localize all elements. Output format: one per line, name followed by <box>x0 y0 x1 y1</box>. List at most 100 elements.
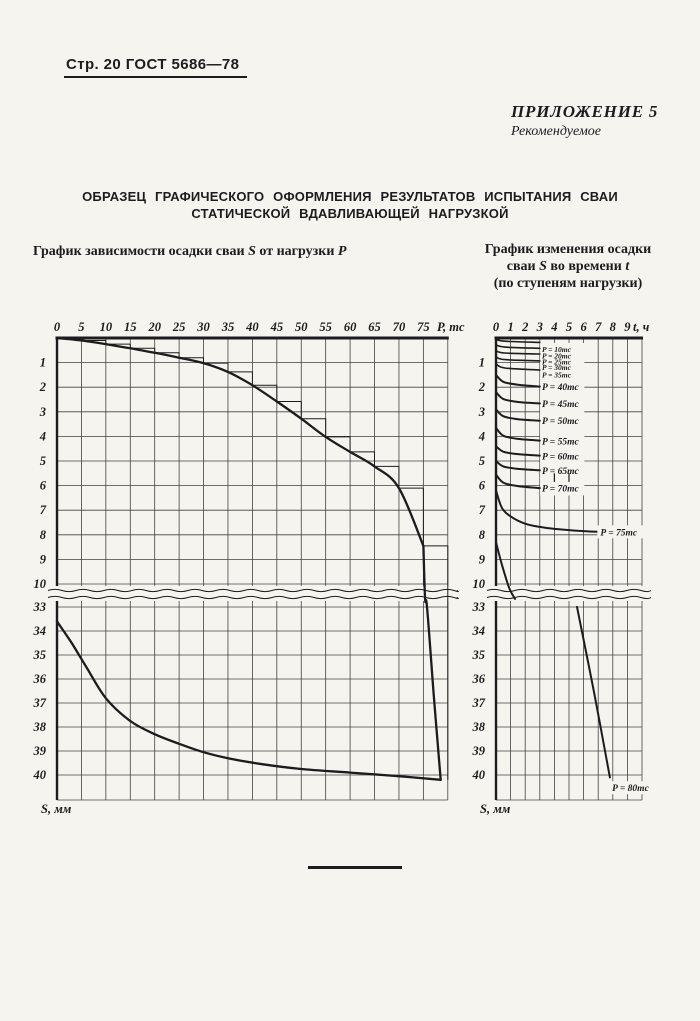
y-tick-label: 8 <box>479 528 486 542</box>
caption-var-s: S <box>539 259 547 274</box>
tick-labels: 0 5 10 15 20 25 30 35 40 45 50 55 60 65 70 75 P, тс12345… <box>33 320 465 816</box>
series-load-step <box>495 408 541 422</box>
x-tick-label: 3 <box>536 320 543 334</box>
right-caption-line1: График изменения осадки <box>484 242 652 257</box>
axis-break-wave <box>47 595 459 600</box>
document-title: ОБРАЗЕЦ ГРАФИЧЕСКОГО ОФОРМЛЕНИЯ РЕЗУЛЬТА… <box>0 188 700 222</box>
x-tick-label: 4 <box>550 320 557 334</box>
load-settlement-chart: 0 5 10 15 20 25 30 35 40 45 50 55 60 65 70 75 P, тс12345… <box>33 320 465 816</box>
step-label: P = 70тс <box>542 485 580 495</box>
charts-figure: 0 5 10 15 20 25 30 35 40 45 50 55 60 65 70 75 P, тс12345… <box>33 320 666 816</box>
y-tick-label: 7 <box>479 503 486 517</box>
step-label: P = 60тс <box>542 453 580 463</box>
right-caption-line3: (по ступеням нагрузки) <box>493 276 643 291</box>
x-tick-label: 50 <box>295 320 308 334</box>
series-loading-curve <box>55 336 425 548</box>
y-tick-label: 5 <box>40 454 46 468</box>
x-axis-title: t, ч <box>633 320 650 334</box>
series-load-step <box>576 605 611 779</box>
series-load-step <box>495 338 541 344</box>
x-tick-label: 2 <box>521 320 528 334</box>
step-label: P = 30тс <box>542 363 572 372</box>
label-backdrop <box>597 525 654 539</box>
step-label: P = 55тс <box>542 437 580 447</box>
appendix-subtitle: Рекомендуемое <box>511 124 601 139</box>
y-tick-label: 7 <box>40 503 47 517</box>
x-tick-label: 1 <box>507 320 513 334</box>
appendix-block: ПРИЛОЖЕНИЕ 5 Рекомендуемое <box>511 102 658 140</box>
series-load-step <box>495 344 541 350</box>
y-tick-label: 3 <box>478 405 485 419</box>
appendix-title: ПРИЛОЖЕНИЕ 5 <box>511 102 659 121</box>
x-tick-label: 30 <box>196 320 210 334</box>
x-tick-label: 25 <box>172 320 186 334</box>
caption-text-part: во времени <box>546 259 626 274</box>
y-tick-label: 34 <box>33 624 47 638</box>
y-tick-label: 33 <box>33 600 47 614</box>
caption-text-part: сваи <box>506 259 540 274</box>
y-tick-label: 39 <box>472 744 486 758</box>
y-tick-label: 40 <box>33 768 47 782</box>
step-label: P = 20тс <box>542 352 572 361</box>
series-load-step <box>495 445 541 457</box>
series-load-step <box>495 426 541 442</box>
y-tick-label: 2 <box>39 380 46 394</box>
caption-var-s: S <box>248 244 256 259</box>
y-tick-label: 36 <box>33 672 47 686</box>
tick-labels: 0 1 2 3 4 5 6 7 8 9 t, ч12345678910333435363738394… <box>472 320 650 816</box>
x-tick-label: 20 <box>147 320 161 334</box>
step-label: P = 50тс <box>542 417 580 427</box>
y-tick-label: 38 <box>33 720 47 734</box>
x-tick-label: 55 <box>319 320 332 334</box>
y-tick-label: 5 <box>479 454 485 468</box>
x-tick-label: 65 <box>368 320 381 334</box>
label-backdrop <box>609 781 666 795</box>
y-tick-label: 4 <box>39 429 46 443</box>
page-header: Стр. 20 ГОСТ 5686—78 <box>64 56 248 78</box>
x-tick-label: 0 <box>493 320 500 334</box>
y-tick-label: 34 <box>472 624 486 638</box>
x-tick-label: 35 <box>221 320 235 334</box>
y-tick-label: 10 <box>473 577 486 591</box>
y-tick-label: 1 <box>479 356 485 370</box>
x-tick-label: 15 <box>124 320 137 334</box>
footer-rule <box>308 866 402 869</box>
grid <box>56 338 449 801</box>
header-text: Стр. 20 ГОСТ 5686—78 <box>66 56 240 73</box>
y-tick-label: 9 <box>40 552 47 566</box>
y-tick-label: 8 <box>40 528 47 542</box>
x-tick-label: 9 <box>624 320 631 334</box>
x-tick-label: 45 <box>270 320 284 334</box>
axis-break-wave <box>486 588 652 593</box>
x-tick-label: 5 <box>78 320 84 334</box>
x-tick-label: 7 <box>595 320 602 334</box>
y-tick-label: 6 <box>479 479 486 493</box>
step-label: P = 80тс <box>612 784 650 794</box>
y-tick-label: 1 <box>40 356 46 370</box>
y-tick-label: 36 <box>472 672 486 686</box>
step-label: P = 35тс <box>542 370 572 379</box>
y-tick-label: 4 <box>478 429 485 443</box>
y-tick-label: 6 <box>40 479 47 493</box>
series-unloading-curve <box>55 620 442 781</box>
y-tick-label: 40 <box>472 768 486 782</box>
x-tick-label: 10 <box>100 320 113 334</box>
x-axis-title: P, тс <box>437 320 465 334</box>
x-tick-label: 70 <box>393 320 406 334</box>
y-axis-title: S, мм <box>41 802 72 816</box>
step-label: P = 10тс <box>542 345 572 354</box>
settlement-time-chart: 0 1 2 3 4 5 6 7 8 9 t, ч12345678910333435363738394… <box>472 320 666 816</box>
series-load-step <box>495 541 516 600</box>
step-label: P = 65тс <box>542 467 580 477</box>
x-tick-label: 40 <box>245 320 259 334</box>
series-load-step <box>495 363 541 371</box>
series-load-step <box>495 489 600 533</box>
y-tick-label: 37 <box>472 696 486 710</box>
y-tick-label: 35 <box>33 648 47 662</box>
y-tick-label: 37 <box>33 696 47 710</box>
axis-break-wave <box>47 588 459 593</box>
y-tick-label: 2 <box>478 380 485 394</box>
y-axis-title: S, мм <box>480 802 511 816</box>
x-tick-label: 8 <box>610 320 617 334</box>
caption-var-t: t <box>625 259 630 274</box>
